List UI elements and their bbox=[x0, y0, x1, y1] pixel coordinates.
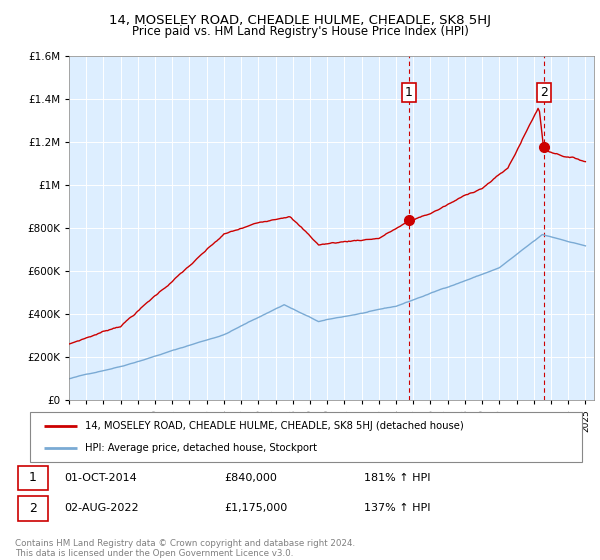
Text: 14, MOSELEY ROAD, CHEADLE HULME, CHEADLE, SK8 5HJ: 14, MOSELEY ROAD, CHEADLE HULME, CHEADLE… bbox=[109, 14, 491, 27]
Text: HPI: Average price, detached house, Stockport: HPI: Average price, detached house, Stoc… bbox=[85, 444, 317, 454]
Text: 02-AUG-2022: 02-AUG-2022 bbox=[64, 503, 139, 514]
FancyBboxPatch shape bbox=[18, 496, 48, 521]
FancyBboxPatch shape bbox=[18, 465, 48, 490]
FancyBboxPatch shape bbox=[30, 412, 582, 462]
Text: 137% ↑ HPI: 137% ↑ HPI bbox=[364, 503, 431, 514]
Text: 2: 2 bbox=[540, 86, 548, 99]
Text: 2: 2 bbox=[29, 502, 37, 515]
Text: Price paid vs. HM Land Registry's House Price Index (HPI): Price paid vs. HM Land Registry's House … bbox=[131, 25, 469, 38]
Text: £1,175,000: £1,175,000 bbox=[224, 503, 288, 514]
Text: 01-OCT-2014: 01-OCT-2014 bbox=[64, 473, 137, 483]
Text: 14, MOSELEY ROAD, CHEADLE HULME, CHEADLE, SK8 5HJ (detached house): 14, MOSELEY ROAD, CHEADLE HULME, CHEADLE… bbox=[85, 421, 464, 431]
Text: 1: 1 bbox=[29, 471, 37, 484]
Text: 181% ↑ HPI: 181% ↑ HPI bbox=[364, 473, 431, 483]
Text: 1: 1 bbox=[405, 86, 413, 99]
Text: Contains HM Land Registry data © Crown copyright and database right 2024.
This d: Contains HM Land Registry data © Crown c… bbox=[15, 539, 355, 558]
Text: £840,000: £840,000 bbox=[224, 473, 277, 483]
